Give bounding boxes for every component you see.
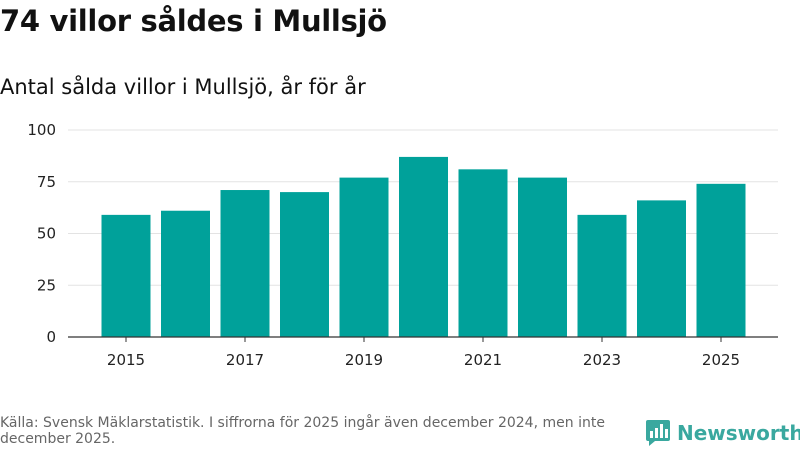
y-tick-label: 0 bbox=[46, 328, 56, 346]
source-note: Källa: Svensk Mäklarstatistik. I siffror… bbox=[0, 415, 605, 447]
bar-2015 bbox=[101, 214, 151, 337]
x-tick-label: 2015 bbox=[107, 351, 145, 369]
chart-subtitle: Antal sålda villor i Mullsjö, år för år bbox=[0, 75, 366, 99]
y-tick-label: 25 bbox=[37, 276, 56, 294]
x-tick-label: 2021 bbox=[464, 351, 502, 369]
x-tick-labels: 2015 2017 2019 2021 2023 2025 bbox=[107, 337, 740, 369]
bar-2020 bbox=[399, 156, 448, 337]
bar-2018 bbox=[280, 192, 329, 337]
bar-2023 bbox=[577, 214, 627, 337]
x-tick-label: 2025 bbox=[702, 351, 740, 369]
y-tick-label: 75 bbox=[37, 173, 56, 191]
bar-2016 bbox=[161, 210, 210, 337]
y-tick-label: 50 bbox=[37, 225, 56, 243]
x-tick-label: 2017 bbox=[226, 351, 264, 369]
newsworthy-logo-icon bbox=[646, 420, 670, 446]
bar-2021 bbox=[458, 169, 508, 337]
chart-title: 74 villor såldes i Mullsjö bbox=[0, 4, 387, 38]
brand-name: Newsworthy bbox=[677, 421, 800, 445]
bar-2017 bbox=[220, 190, 270, 337]
brand-logo: Newsworthy bbox=[645, 418, 800, 448]
bar-2024 bbox=[637, 200, 686, 337]
x-tick-label: 2019 bbox=[345, 351, 383, 369]
y-tick-label: 100 bbox=[27, 121, 56, 139]
bar-2025 bbox=[696, 183, 746, 337]
bars bbox=[101, 156, 746, 337]
bar-chart: 0 25 50 75 100 2015 2017 2019 2021 2023 2025 bbox=[27, 121, 778, 369]
y-tick-labels: 0 25 50 75 100 bbox=[27, 121, 56, 346]
bar-2019 bbox=[339, 177, 389, 337]
bar-2022 bbox=[518, 177, 567, 337]
x-tick-label: 2023 bbox=[583, 351, 621, 369]
